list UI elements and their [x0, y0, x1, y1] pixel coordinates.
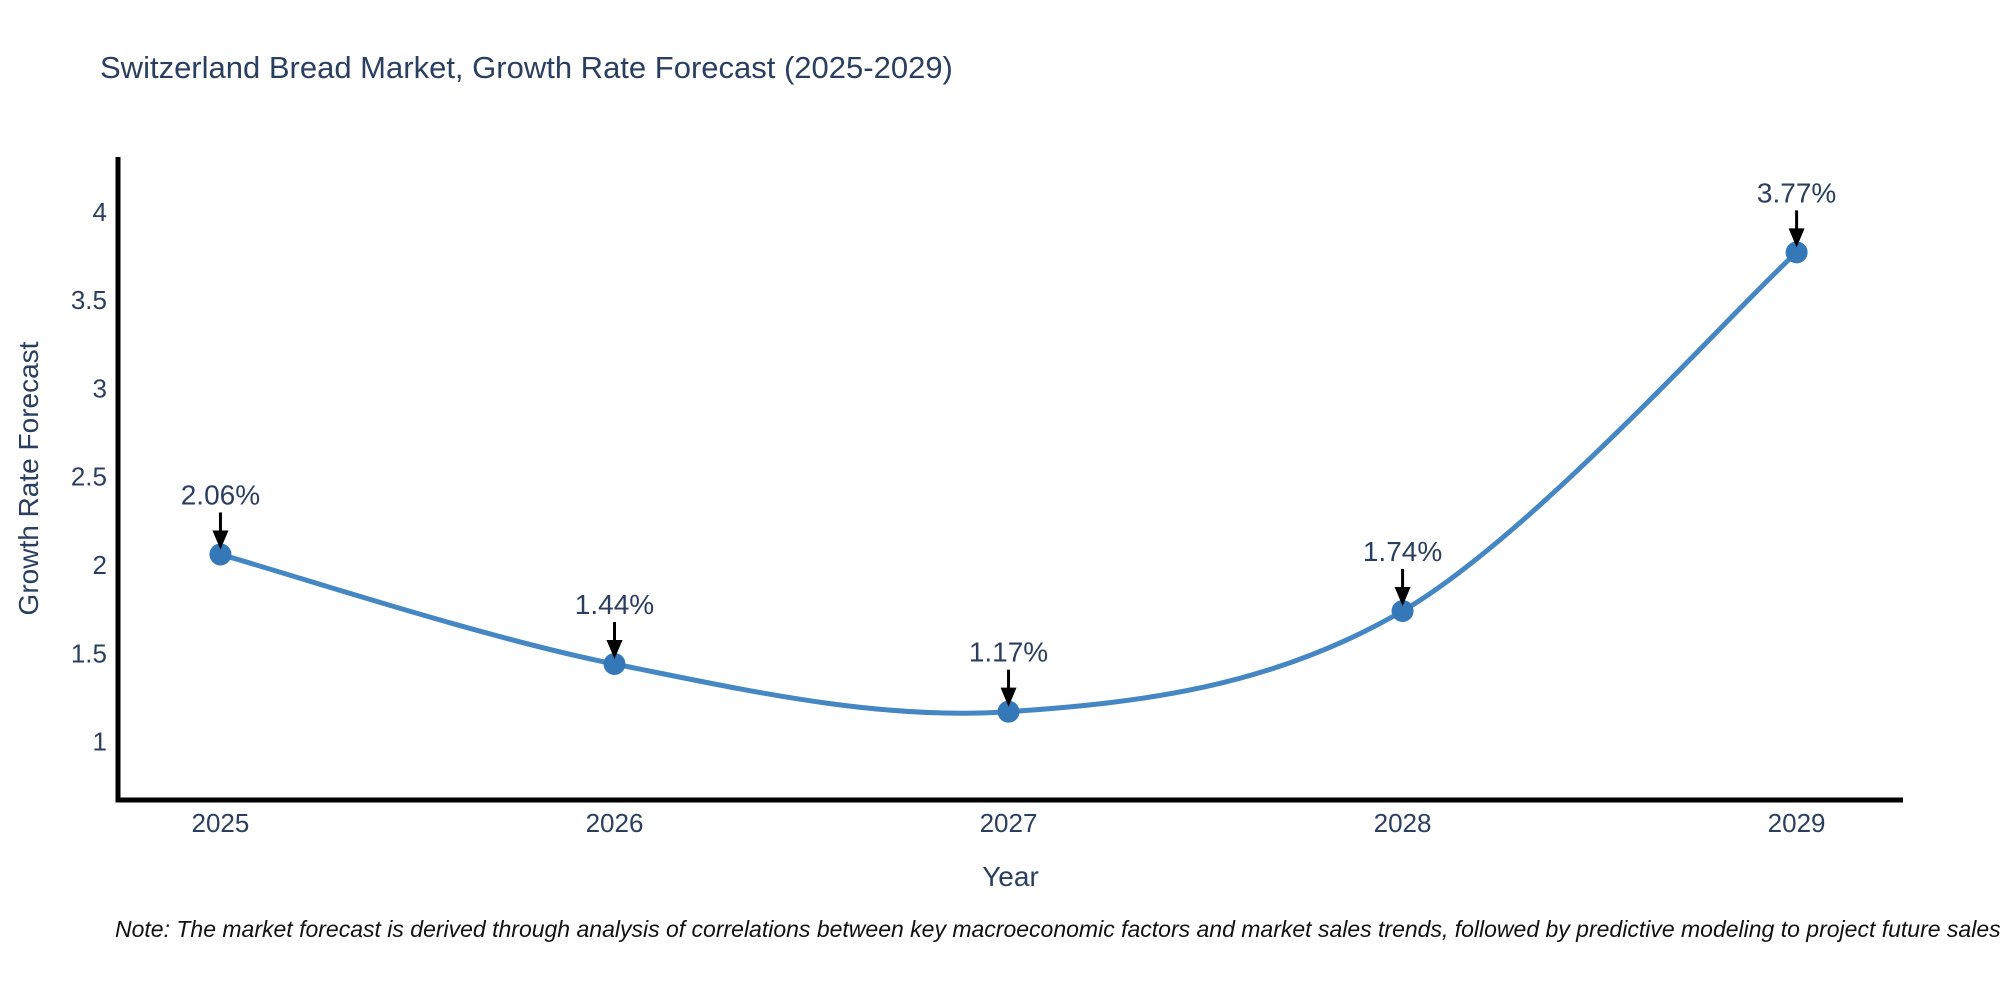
annotation-arrow-head — [1000, 687, 1017, 707]
x-tick-label: 2027 — [980, 808, 1038, 838]
data-point-2029[interactable] — [1785, 241, 1808, 264]
data-point-2025[interactable] — [209, 543, 232, 566]
y-tick-label: 1 — [93, 727, 107, 757]
y-tick-label: 3 — [93, 373, 107, 403]
footnote: Note: The market forecast is derived thr… — [115, 916, 2000, 942]
y-tick-label: 2.5 — [71, 462, 107, 492]
point-label: 1.17% — [969, 637, 1048, 668]
point-label: 3.77% — [1757, 177, 1836, 208]
annotation-arrow-head — [212, 530, 229, 550]
x-tick-label: 2026 — [586, 808, 644, 838]
annotation-arrow-head — [606, 639, 623, 659]
annotation-arrow-head — [1788, 228, 1805, 248]
y-tick-label: 4 — [93, 197, 107, 227]
x-tick-label: 2028 — [1374, 808, 1432, 838]
point-label: 1.74% — [1363, 536, 1442, 567]
x-axis-title: Year — [982, 861, 1039, 892]
data-point-2028[interactable] — [1391, 599, 1414, 622]
x-tick-label: 2029 — [1768, 808, 1826, 838]
y-tick-label: 2 — [93, 550, 107, 580]
y-tick-label: 1.5 — [71, 638, 107, 668]
annotation-arrow-head — [1394, 586, 1411, 606]
point-label: 1.44% — [575, 589, 654, 620]
data-point-2026[interactable] — [603, 652, 626, 675]
chart-title: Switzerland Bread Market, Growth Rate Fo… — [100, 50, 953, 85]
data-point-2027[interactable] — [997, 700, 1020, 723]
point-label: 2.06% — [181, 479, 260, 510]
y-axis-title: Growth Rate Forecast — [13, 341, 44, 615]
y-tick-label: 3.5 — [71, 285, 107, 315]
x-tick-label: 2025 — [192, 808, 250, 838]
